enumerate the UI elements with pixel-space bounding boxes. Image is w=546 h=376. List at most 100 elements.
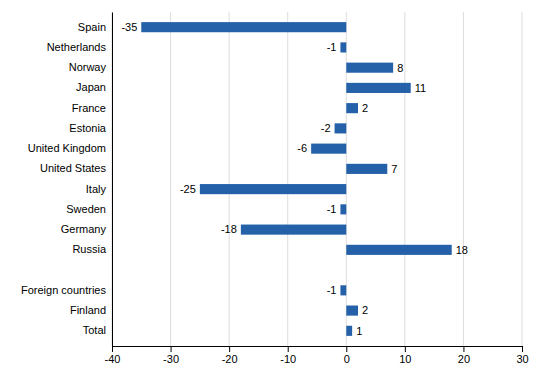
category-tick: Japan [76,81,112,93]
axis-line [112,13,113,347]
category-tick: United Kingdom [28,142,112,154]
bar [340,204,346,214]
tick-label: Sweden [66,203,106,215]
grid-line [229,12,230,346]
bar [241,225,346,235]
tick: -40 [105,346,121,365]
tick: 20 [458,346,470,365]
category-tick: United States [40,162,112,174]
category-tick: Estonia [69,122,112,134]
data-label: 11 [415,82,426,94]
category-tick: Netherlands [47,41,112,53]
axis-line [113,347,523,353]
data-label: 2 [362,102,368,114]
tick-mark [229,346,230,352]
tick-label: Total [83,324,106,336]
tick-label: Russia [72,243,107,255]
data-label: -2 [321,122,331,134]
tick-label: France [72,102,106,114]
data-label: 7 [391,163,397,175]
grid-line [112,12,113,346]
category-tick: Russia [72,243,112,255]
bar [340,285,346,295]
data-label: 8 [397,62,403,74]
data-label: -35 [121,21,137,33]
category-tick: Finland [70,304,112,316]
bar [346,245,451,255]
bar [335,123,347,133]
grid-line [404,12,405,346]
bar [346,83,410,93]
grid [112,12,522,346]
grid-line [287,12,288,346]
chart: -40 -30 -20 -10 0 10 20 30 Total Finland Foreign c… [0,0,546,376]
tick-mark [405,346,406,352]
value-axis: -40 -30 -20 -10 0 10 20 30 [105,346,529,365]
category-tick: Total [83,324,112,336]
data-label: 1 [356,325,362,337]
tick-label: Foreign countries [21,284,106,296]
tick-label: -40 [105,353,121,365]
tick-mark [112,346,113,352]
tick-label: United Kingdom [28,142,106,154]
category-tick: France [72,102,112,114]
tick-label: Italy [86,183,107,195]
data-label: -1 [327,203,337,215]
bar [340,42,346,52]
category-tick: Sweden [66,203,112,215]
grid-line [346,12,347,346]
data-label: -6 [297,142,307,154]
tick-label: -30 [163,353,179,365]
tick-label: Norway [69,61,107,73]
tick-label: Estonia [69,122,107,134]
data-label: 2 [362,304,368,316]
tick: -10 [280,346,296,365]
tick: 30 [516,346,528,365]
tick-label: -10 [280,353,296,365]
category-tick: Spain [78,21,112,33]
bar [346,326,352,336]
bar [346,103,358,113]
category-axis: Total Finland Foreign countries Russia Germa… [21,13,113,347]
bar [346,164,387,174]
category-tick: Germany [61,223,112,235]
chart-container: -40 -30 -20 -10 0 10 20 30 Total Finland Foreign c… [0,0,546,376]
tick-mark [346,346,347,352]
grid-line [522,12,523,346]
bars [141,22,451,336]
tick-label: United States [40,162,107,174]
tick: -30 [163,346,179,365]
bar [141,22,346,32]
plot-area: -40 -30 -20 -10 0 10 20 30 Total Finland Foreign c… [21,12,529,365]
data-label: 18 [456,244,468,256]
bar [200,184,346,194]
tick-label: Japan [76,81,106,93]
data-label: -1 [327,41,337,53]
tick-mark [463,346,464,352]
tick-label: Netherlands [47,41,107,53]
tick-label: 20 [458,353,470,365]
tick-label: Germany [61,223,107,235]
bar [346,306,358,316]
tick-label: 30 [516,353,528,365]
data-label: -18 [221,223,237,235]
data-labels: 12-118-18-1-257-6-22118-1-35 [121,21,468,337]
bar [346,63,393,73]
data-label: -25 [180,183,196,195]
tick-mark [288,346,289,352]
tick-label: Finland [70,304,106,316]
category-tick: Italy [86,183,112,195]
tick: -20 [222,346,238,365]
tick: 10 [399,346,411,365]
tick: 0 [344,346,350,365]
grid-line [170,12,171,346]
tick-label: Spain [78,21,106,33]
tick-label: 10 [399,353,411,365]
data-label: -1 [327,284,337,296]
tick-label: -20 [222,353,238,365]
category-tick: Norway [69,61,112,73]
bar [311,144,346,154]
tick-mark [171,346,172,352]
category-tick: Foreign countries [21,284,112,296]
tick-mark [522,346,523,352]
